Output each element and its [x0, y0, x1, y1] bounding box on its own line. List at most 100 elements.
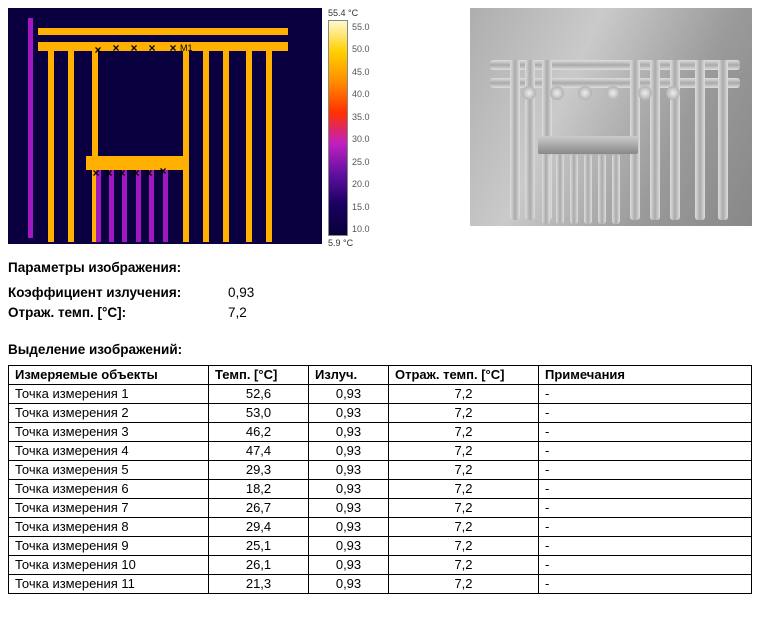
table-cell: 7,2	[389, 498, 539, 517]
colorbar-min-label: 5.9 °C	[328, 238, 370, 248]
measurement-marker: ×	[132, 166, 139, 180]
pipe	[38, 28, 288, 35]
table-cell: 7,2	[389, 536, 539, 555]
params-section: Параметры изображения: Коэффициент излуч…	[8, 260, 752, 324]
table-cell: 29,4	[209, 517, 309, 536]
table-cell: Точка измерения 11	[9, 574, 209, 593]
param-label: Коэффициент излучения:	[8, 283, 228, 303]
table-cell: 7,2	[389, 441, 539, 460]
colorbar-ticks: 55.050.045.040.035.030.025.020.015.010.0	[352, 20, 370, 236]
colorbar-tick: 35.0	[352, 112, 370, 122]
param-row: Коэффициент излучения:0,93	[8, 283, 752, 303]
table-cell: -	[539, 460, 752, 479]
pipe	[149, 170, 154, 242]
pipe	[598, 154, 606, 224]
pipe	[570, 154, 578, 224]
pipe	[550, 86, 564, 100]
table-cell: 29,3	[209, 460, 309, 479]
table-cell: 0,93	[309, 498, 389, 517]
table-cell: 7,2	[389, 403, 539, 422]
table-cell: Точка измерения 2	[9, 403, 209, 422]
table-row: Точка измерения 1121,30,937,2-	[9, 574, 752, 593]
pipe	[650, 60, 660, 220]
table-row: Точка измерения 447,40,937,2-	[9, 441, 752, 460]
table-cell: 0,93	[309, 460, 389, 479]
params-title: Параметры изображения:	[8, 260, 752, 275]
table-header-cell: Примечания	[539, 365, 752, 384]
colorbar-tick: 25.0	[352, 157, 370, 167]
table-cell: 21,3	[209, 574, 309, 593]
measurement-marker: ×	[112, 41, 119, 55]
reference-photo	[470, 8, 752, 226]
table-cell: Точка измерения 7	[9, 498, 209, 517]
thermal-panel: ××××××××××× M1 55.4 °C 55.050.045.040.03…	[8, 8, 370, 248]
pipe	[612, 154, 620, 224]
pipe	[28, 18, 33, 238]
pipe	[556, 154, 564, 224]
table-cell: 7,2	[389, 460, 539, 479]
table-row: Точка измерения 1026,10,937,2-	[9, 555, 752, 574]
pipe	[718, 60, 728, 220]
pipe	[48, 42, 54, 242]
pipe	[670, 60, 680, 220]
table-title: Выделение изображений:	[8, 342, 752, 357]
pipe	[136, 170, 141, 242]
pipe	[266, 42, 272, 242]
table-header-cell: Темп. [°C]	[209, 365, 309, 384]
table-cell: 7,2	[389, 555, 539, 574]
pipe	[695, 60, 705, 220]
table-cell: Точка измерения 10	[9, 555, 209, 574]
table-cell: 0,93	[309, 479, 389, 498]
table-cell: -	[539, 498, 752, 517]
measurement-marker: ×	[148, 41, 155, 55]
measurements-table: Измеряемые объектыТемп. [°C]Излуч.Отраж.…	[8, 365, 752, 594]
colorbar-tick: 45.0	[352, 67, 370, 77]
colorbar-tick: 30.0	[352, 134, 370, 144]
table-cell: 26,1	[209, 555, 309, 574]
measurement-marker: ×	[118, 166, 125, 180]
table-row: Точка измерения 152,60,937,2-	[9, 384, 752, 403]
table-cell: -	[539, 441, 752, 460]
param-value: 7,2	[228, 303, 247, 323]
param-label: Отраж. темп. [°C]:	[8, 303, 228, 323]
pipe	[183, 42, 189, 242]
colorbar-max-label: 55.4 °C	[328, 8, 370, 18]
colorbar: 55.4 °C 55.050.045.040.035.030.025.020.0…	[328, 8, 370, 248]
pipe	[246, 42, 252, 242]
measurement-marker: ×	[130, 41, 137, 55]
pipe	[203, 42, 209, 242]
table-cell: 7,2	[389, 574, 539, 593]
measurement-marker: ×	[145, 166, 152, 180]
param-row: Отраж. темп. [°C]:7,2	[8, 303, 752, 323]
table-cell: 46,2	[209, 422, 309, 441]
table-cell: 52,6	[209, 384, 309, 403]
table-cell: -	[539, 517, 752, 536]
table-cell: 7,2	[389, 517, 539, 536]
measurement-marker: ×	[94, 43, 101, 57]
pipe	[606, 86, 620, 100]
table-section: Выделение изображений: Измеряемые объект…	[8, 342, 752, 594]
pipe	[223, 42, 229, 242]
table-cell: 0,93	[309, 517, 389, 536]
table-cell: -	[539, 536, 752, 555]
pipe	[538, 136, 638, 154]
pipe	[96, 170, 101, 242]
table-cell: 18,2	[209, 479, 309, 498]
measurement-marker: ×	[105, 166, 112, 180]
table-row: Точка измерения 618,20,937,2-	[9, 479, 752, 498]
table-cell: 47,4	[209, 441, 309, 460]
table-cell: -	[539, 479, 752, 498]
table-cell: 0,93	[309, 574, 389, 593]
pipe	[510, 60, 520, 220]
table-cell: -	[539, 403, 752, 422]
table-cell: 0,93	[309, 441, 389, 460]
table-cell: 53,0	[209, 403, 309, 422]
table-row: Точка измерения 829,40,937,2-	[9, 517, 752, 536]
table-cell: 7,2	[389, 422, 539, 441]
measurement-marker: ×	[159, 164, 166, 178]
table-cell: -	[539, 574, 752, 593]
table-cell: -	[539, 555, 752, 574]
colorbar-tick: 40.0	[352, 89, 370, 99]
thermal-image: ××××××××××× M1	[8, 8, 322, 244]
table-cell: Точка измерения 1	[9, 384, 209, 403]
